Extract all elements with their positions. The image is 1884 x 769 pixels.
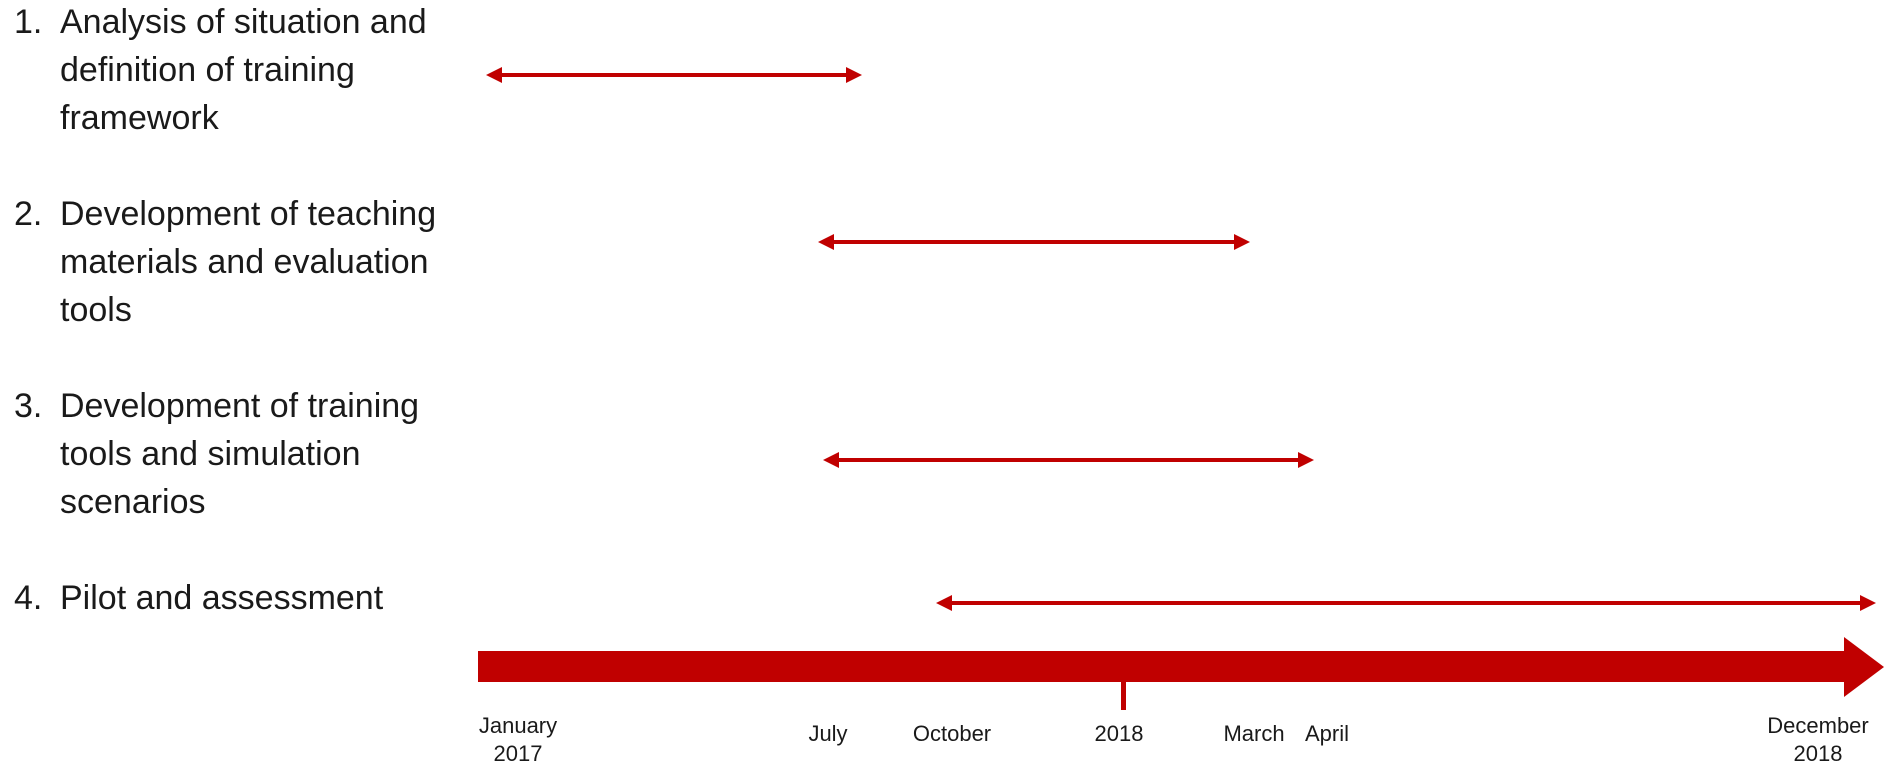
task-list: 1. Analysis of situation and definition … xyxy=(0,0,480,620)
task-label: Development of training tools and simula… xyxy=(60,387,420,521)
axis-label-march: March xyxy=(1223,721,1285,746)
year-2018-tick xyxy=(1121,680,1126,710)
axis-label-july: July xyxy=(808,721,848,746)
task-number: 4. xyxy=(14,579,43,617)
task-label: Development of teaching materials and ev… xyxy=(60,195,437,329)
axis-label-october: October xyxy=(912,721,992,746)
task-label: Pilot and assessment xyxy=(60,579,384,617)
duration-arrow-task-4 xyxy=(936,595,1876,611)
axis-label-december-2018: December 2018 xyxy=(1767,713,1869,766)
main-timeline-arrow xyxy=(478,637,1884,697)
duration-arrow-task-1 xyxy=(486,67,862,83)
task-item-4: 4. Pilot and assessment xyxy=(14,574,484,622)
task-number: 3. xyxy=(14,387,43,425)
duration-arrow-task-3 xyxy=(823,452,1314,468)
task-number: 2. xyxy=(14,195,43,233)
task-label: Analysis of situation and definition of … xyxy=(60,3,427,137)
task-number: 1. xyxy=(14,3,43,41)
task-item-2: 2. Development of teaching materials and… xyxy=(14,190,484,334)
axis-label-2018: 2018 xyxy=(1094,721,1144,746)
task-item-1: 1. Analysis of situation and definition … xyxy=(14,0,484,142)
axis-label-january-2017: January 2017 xyxy=(478,713,558,766)
duration-arrow-task-2 xyxy=(818,234,1250,250)
task-item-3: 3. Development of training tools and sim… xyxy=(14,382,484,526)
axis-label-april: April xyxy=(1304,721,1350,746)
